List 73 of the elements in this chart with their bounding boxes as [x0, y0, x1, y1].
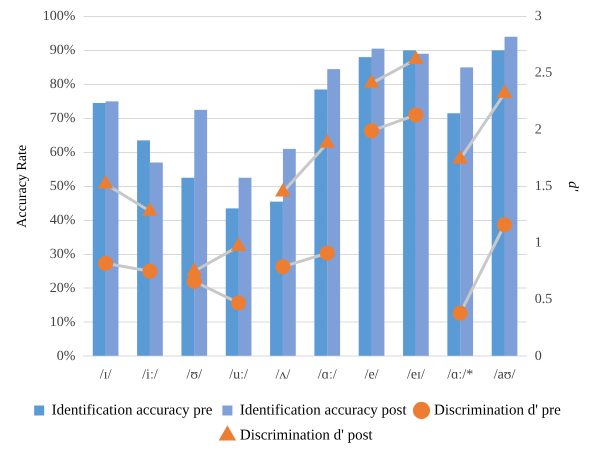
- y-tick-label: 50%: [50, 178, 76, 194]
- x-tick-label: /e/: [364, 367, 379, 382]
- y2-tick-label: 0: [534, 348, 542, 364]
- x-tick-label: /ɪ/: [100, 367, 112, 382]
- point: [142, 264, 158, 279]
- bar: [270, 202, 283, 356]
- bar: [194, 110, 208, 356]
- bar: [504, 36, 518, 356]
- bar: [238, 178, 252, 356]
- bar: [92, 103, 106, 356]
- point: [98, 256, 114, 271]
- y-tick-label: 90%: [50, 43, 76, 58]
- y-tick-label: 40%: [50, 212, 76, 228]
- y-tick-label: 80%: [50, 77, 76, 92]
- point: [409, 52, 423, 64]
- point: [186, 274, 202, 289]
- y-axis-title: Accuracy Rate: [15, 144, 30, 228]
- x-tick-label: /ɑː/*: [447, 367, 474, 382]
- x-tick-label: /ɑː/: [318, 367, 337, 382]
- legend-label: Discrimination d' pre: [434, 402, 562, 418]
- y2-tick-label: 1.5: [534, 178, 552, 194]
- y-tick-label: 100%: [42, 9, 76, 24]
- point: [364, 76, 378, 88]
- point: [98, 176, 112, 189]
- bar: [106, 101, 118, 356]
- point: [320, 246, 335, 261]
- point: [497, 217, 512, 232]
- bar: [403, 50, 416, 356]
- legend-label: Identification accuracy post: [240, 402, 408, 418]
- y2-tick-label: 0.5: [534, 292, 552, 308]
- y-tick-label: 0%: [56, 348, 76, 364]
- point: [276, 184, 290, 196]
- point: [452, 306, 468, 321]
- point: [454, 152, 467, 164]
- point: [408, 107, 424, 122]
- bar: [327, 69, 340, 356]
- bar: [181, 178, 194, 356]
- bar: [150, 162, 163, 356]
- x-tick-label: /aʊ/: [494, 367, 516, 382]
- point: [143, 204, 157, 216]
- y-tick-label: 20%: [50, 280, 76, 296]
- point: [320, 136, 334, 148]
- x-tick-label: /ʊ/: [186, 367, 202, 382]
- bar: [282, 148, 296, 356]
- bar: [314, 89, 328, 356]
- point: [231, 295, 246, 310]
- x-tick-label: /eɪ/: [406, 367, 425, 382]
- y-tick-label: 70%: [50, 111, 76, 126]
- bar: [372, 48, 384, 356]
- bar: [137, 140, 150, 356]
- bar: [358, 57, 372, 356]
- y2-axis-title: d': [564, 181, 580, 192]
- bar: [492, 50, 505, 356]
- y2-tick-label: 2.5: [534, 66, 552, 81]
- bar: [416, 54, 429, 356]
- legend-label: Identification accuracy pre: [52, 402, 213, 418]
- y2-tick-label: 2: [534, 122, 542, 138]
- point: [498, 86, 512, 98]
- point: [275, 259, 290, 274]
- y-tick-label: 10%: [50, 314, 76, 330]
- point: [232, 238, 246, 251]
- legend-label: Discrimination d' post: [240, 427, 374, 444]
- point: [188, 264, 201, 276]
- x-tick-label: /uː/: [229, 367, 248, 382]
- y-tick-label: 30%: [50, 246, 76, 262]
- y2-tick-label: 3: [534, 9, 542, 24]
- bar: [460, 67, 474, 356]
- bar: [447, 113, 460, 356]
- x-tick-label: /ʌ/: [276, 367, 290, 382]
- x-tick-label: /iː/: [142, 367, 158, 382]
- point: [364, 123, 380, 138]
- y-tick-label: 60%: [50, 144, 76, 160]
- y2-tick-label: 1: [534, 236, 542, 251]
